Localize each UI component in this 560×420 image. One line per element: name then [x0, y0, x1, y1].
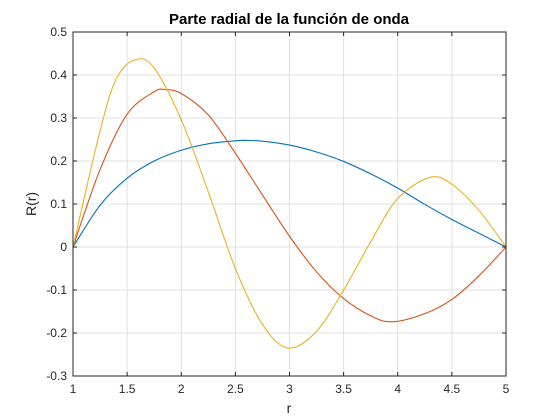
- y-tick-label: 0.2: [50, 154, 67, 168]
- x-tick-label: 2: [178, 382, 185, 396]
- x-tick-label: 3: [286, 382, 293, 396]
- y-tick-label: 0.1: [50, 197, 67, 211]
- x-tick-label: 4: [394, 382, 401, 396]
- chart-title: Parte radial de la función de onda: [169, 11, 410, 28]
- series-line-1: [72, 139, 507, 248]
- y-tick-label: 0.3: [50, 111, 67, 125]
- y-axis-ticks: -0.3 -0.2 -0.1 0 0.1 0.2 0.3 0.4 0.5: [46, 25, 506, 383]
- series-line-2: [72, 88, 507, 323]
- y-axis-label: R(r): [23, 192, 39, 216]
- y-tick-label: 0: [60, 240, 67, 254]
- series-line-3: [72, 58, 507, 349]
- x-tick-label: 4.5: [444, 382, 461, 396]
- x-tick-label: 5: [503, 382, 510, 396]
- y-tick-label: 0.4: [50, 68, 67, 82]
- x-tick-label: 1.5: [119, 382, 136, 396]
- y-tick-label: -0.1: [46, 283, 67, 297]
- x-axis-label: r: [287, 400, 292, 416]
- x-tick-label: 1: [70, 382, 77, 396]
- series-lines: [72, 58, 507, 349]
- y-tick-label: 0.5: [50, 25, 67, 39]
- x-axis-ticks: 1 1.5 2 2.5 3 3.5 4 4.5 5: [70, 32, 510, 396]
- x-tick-label: 2.5: [227, 382, 244, 396]
- y-tick-label: -0.3: [46, 369, 67, 383]
- y-tick-label: -0.2: [46, 326, 67, 340]
- x-tick-label: 3.5: [335, 382, 352, 396]
